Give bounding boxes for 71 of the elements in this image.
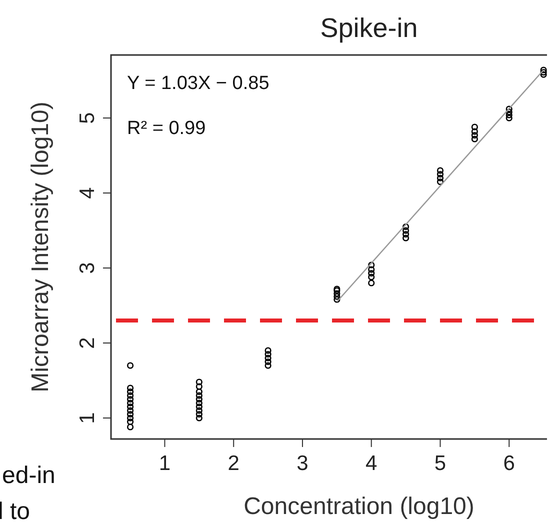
point (126, 414, 134, 422)
x-tick-label: 1 (158, 452, 171, 475)
point (126, 418, 134, 426)
point (402, 230, 410, 238)
y-tick-label: 5 (76, 112, 99, 124)
point (126, 392, 134, 399)
annotation: R² = 0.99 (127, 118, 206, 139)
point (126, 384, 134, 392)
point (196, 383, 202, 390)
point (126, 400, 134, 406)
point (436, 178, 444, 186)
point (196, 396, 202, 403)
point (334, 293, 340, 300)
x-tick-label: 5 (434, 452, 446, 475)
point (506, 106, 512, 112)
point (506, 112, 512, 118)
point (540, 71, 547, 78)
point (264, 354, 272, 362)
y-tick-label: 4 (76, 186, 99, 199)
point (368, 280, 375, 286)
point (471, 128, 478, 135)
point (471, 124, 478, 130)
point (506, 114, 512, 122)
point (368, 270, 375, 277)
point (196, 403, 202, 410)
point (436, 167, 444, 174)
point (126, 388, 134, 396)
y-tick-label: 2 (76, 337, 99, 349)
point (334, 296, 340, 303)
point (540, 66, 547, 74)
point (402, 227, 410, 234)
point (471, 136, 478, 142)
x-axis-title: Concentration (log10) (244, 493, 474, 520)
point (540, 68, 547, 76)
y-tick-label: 1 (76, 412, 99, 424)
y-tick-label: 3 (76, 262, 99, 274)
point (264, 350, 272, 358)
x-tick-label: 6 (503, 452, 515, 475)
point (436, 170, 444, 178)
point (126, 410, 134, 418)
point (196, 400, 202, 406)
point (368, 274, 375, 280)
point (196, 388, 202, 396)
point (264, 347, 272, 354)
point (402, 223, 410, 230)
point (368, 262, 375, 268)
x-tick-label: 2 (228, 452, 240, 475)
point (368, 266, 375, 273)
point (334, 290, 340, 297)
point (196, 378, 202, 386)
point (196, 410, 202, 418)
point (126, 407, 134, 414)
chart-title: Spike-in (320, 13, 418, 43)
point (506, 108, 512, 116)
point (126, 362, 134, 369)
point (402, 234, 410, 242)
annotation: Y = 1.03X − 0.85 (127, 73, 270, 94)
point (126, 403, 134, 410)
point (126, 424, 134, 430)
point (196, 407, 202, 414)
point (126, 396, 134, 403)
point (471, 132, 478, 139)
point (196, 414, 202, 422)
y-axis-title: Microarray Intensity (log10) (27, 102, 54, 392)
point (264, 362, 272, 369)
x-tick-label: 4 (366, 452, 378, 475)
point (196, 392, 202, 399)
point (436, 174, 444, 182)
text: ed-in (2, 462, 56, 489)
x-tick-label: 3 (296, 452, 308, 475)
point (264, 358, 272, 366)
